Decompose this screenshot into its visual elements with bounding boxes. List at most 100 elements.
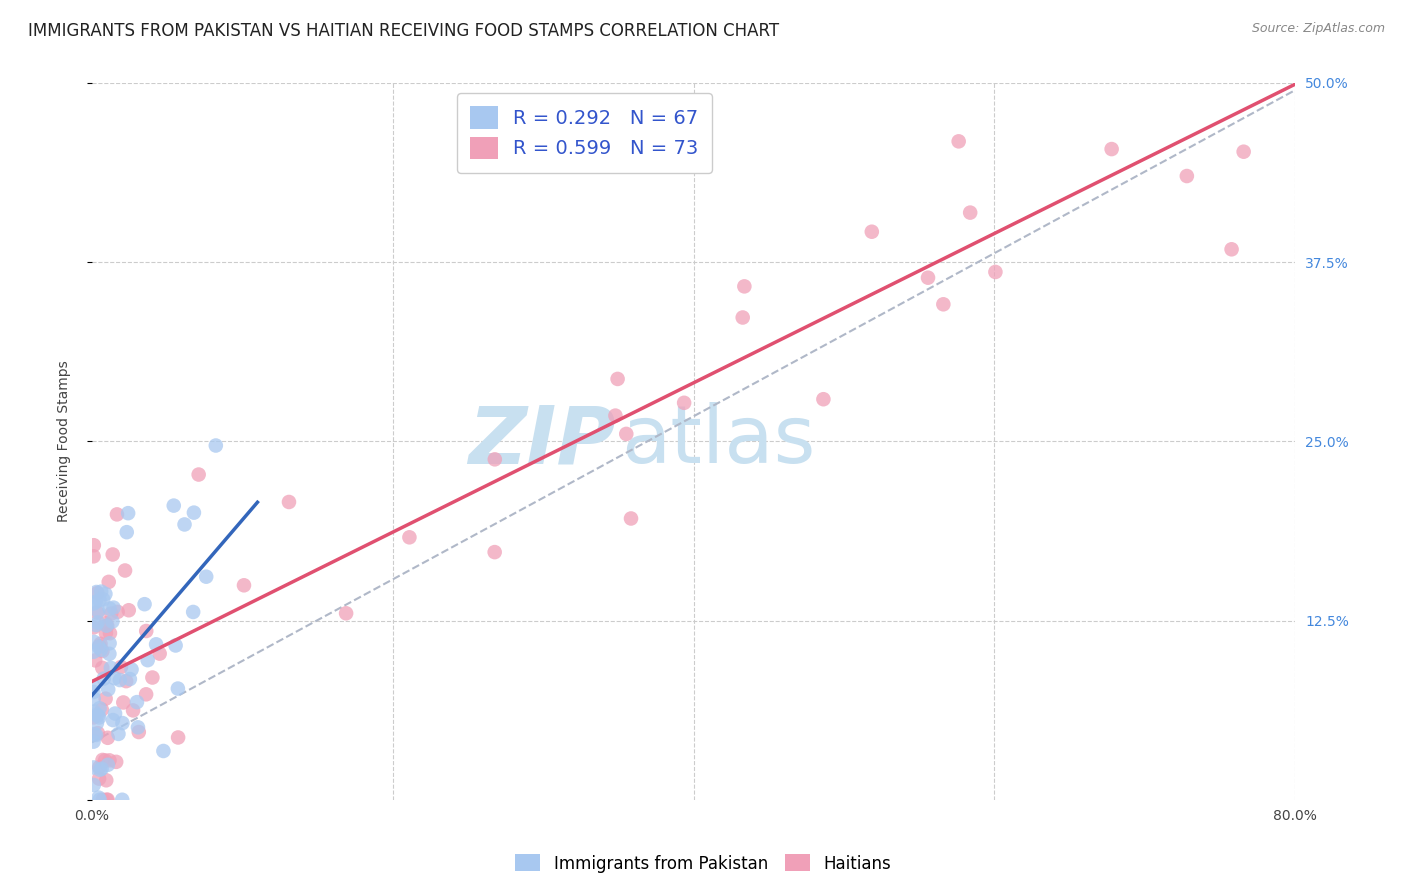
- Legend: R = 0.292   N = 67, R = 0.599   N = 73: R = 0.292 N = 67, R = 0.599 N = 73: [457, 93, 711, 172]
- Point: [984, 265, 1007, 279]
- Point: [97, 682, 120, 697]
- Point: [1175, 169, 1198, 183]
- Point: [187, 467, 209, 482]
- Point: [484, 452, 506, 467]
- Point: [87, 604, 110, 618]
- Text: atlas: atlas: [621, 402, 815, 481]
- Point: [83, 538, 105, 552]
- Point: [233, 578, 256, 592]
- Point: [204, 438, 226, 452]
- Point: [83, 760, 105, 774]
- Point: [1243, 47, 1265, 62]
- Point: [98, 601, 121, 615]
- Point: [152, 744, 174, 758]
- Point: [94, 626, 117, 640]
- Point: [89, 793, 111, 807]
- Point: [145, 637, 167, 651]
- Point: [620, 511, 643, 525]
- Point: [83, 705, 105, 719]
- Text: Source: ZipAtlas.com: Source: ZipAtlas.com: [1251, 22, 1385, 36]
- Legend: Immigrants from Pakistan, Haitians: Immigrants from Pakistan, Haitians: [509, 847, 897, 880]
- Point: [134, 597, 156, 611]
- Point: [163, 499, 186, 513]
- Point: [101, 548, 124, 562]
- Point: [141, 671, 163, 685]
- Point: [84, 595, 107, 609]
- Point: [105, 755, 128, 769]
- Point: [89, 760, 111, 774]
- Point: [89, 701, 111, 715]
- Point: [98, 647, 121, 661]
- Point: [118, 672, 141, 686]
- Point: [948, 134, 970, 148]
- Point: [115, 525, 138, 540]
- Point: [121, 663, 143, 677]
- Point: [96, 618, 118, 632]
- Point: [103, 671, 125, 685]
- Point: [135, 624, 157, 638]
- Point: [114, 564, 136, 578]
- Point: [91, 644, 114, 658]
- Point: [84, 653, 107, 667]
- Point: [98, 753, 121, 767]
- Point: [122, 703, 145, 717]
- Point: [100, 661, 122, 675]
- Point: [83, 549, 105, 564]
- Point: [135, 687, 157, 701]
- Point: [103, 600, 125, 615]
- Point: [86, 606, 108, 620]
- Point: [83, 635, 105, 649]
- Point: [673, 396, 696, 410]
- Point: [84, 618, 107, 632]
- Point: [136, 653, 159, 667]
- Point: [86, 585, 108, 599]
- Point: [93, 672, 115, 686]
- Point: [91, 592, 114, 607]
- Point: [83, 645, 105, 659]
- Point: [932, 297, 955, 311]
- Point: [117, 506, 139, 520]
- Point: [87, 640, 110, 654]
- Point: [614, 426, 637, 441]
- Point: [94, 616, 117, 631]
- Point: [90, 584, 112, 599]
- Point: [90, 642, 112, 657]
- Point: [91, 661, 114, 675]
- Point: [83, 691, 105, 706]
- Point: [86, 716, 108, 731]
- Point: [94, 754, 117, 768]
- Point: [1220, 242, 1243, 256]
- Point: [606, 372, 628, 386]
- Point: [94, 691, 117, 706]
- Point: [110, 660, 132, 674]
- Point: [107, 605, 129, 619]
- Point: [90, 762, 112, 776]
- Point: [167, 731, 190, 745]
- Point: [83, 620, 105, 634]
- Point: [813, 392, 835, 407]
- Point: [398, 530, 420, 544]
- Point: [165, 639, 187, 653]
- Y-axis label: Receiving Food Stamps: Receiving Food Stamps: [58, 360, 72, 522]
- Point: [101, 615, 124, 629]
- Point: [96, 773, 118, 788]
- Point: [111, 716, 134, 731]
- Point: [195, 570, 218, 584]
- Point: [111, 793, 134, 807]
- Point: [87, 708, 110, 723]
- Point: [167, 681, 190, 696]
- Point: [91, 753, 114, 767]
- Point: [87, 790, 110, 805]
- Text: ZIP: ZIP: [468, 402, 616, 481]
- Point: [1233, 145, 1256, 159]
- Point: [125, 695, 148, 709]
- Point: [112, 696, 135, 710]
- Point: [183, 506, 205, 520]
- Point: [108, 673, 131, 687]
- Text: IMMIGRANTS FROM PAKISTAN VS HAITIAN RECEIVING FOOD STAMPS CORRELATION CHART: IMMIGRANTS FROM PAKISTAN VS HAITIAN RECE…: [28, 22, 779, 40]
- Point: [96, 793, 118, 807]
- Point: [731, 310, 754, 325]
- Point: [917, 270, 939, 285]
- Point: [86, 586, 108, 600]
- Point: [89, 710, 111, 724]
